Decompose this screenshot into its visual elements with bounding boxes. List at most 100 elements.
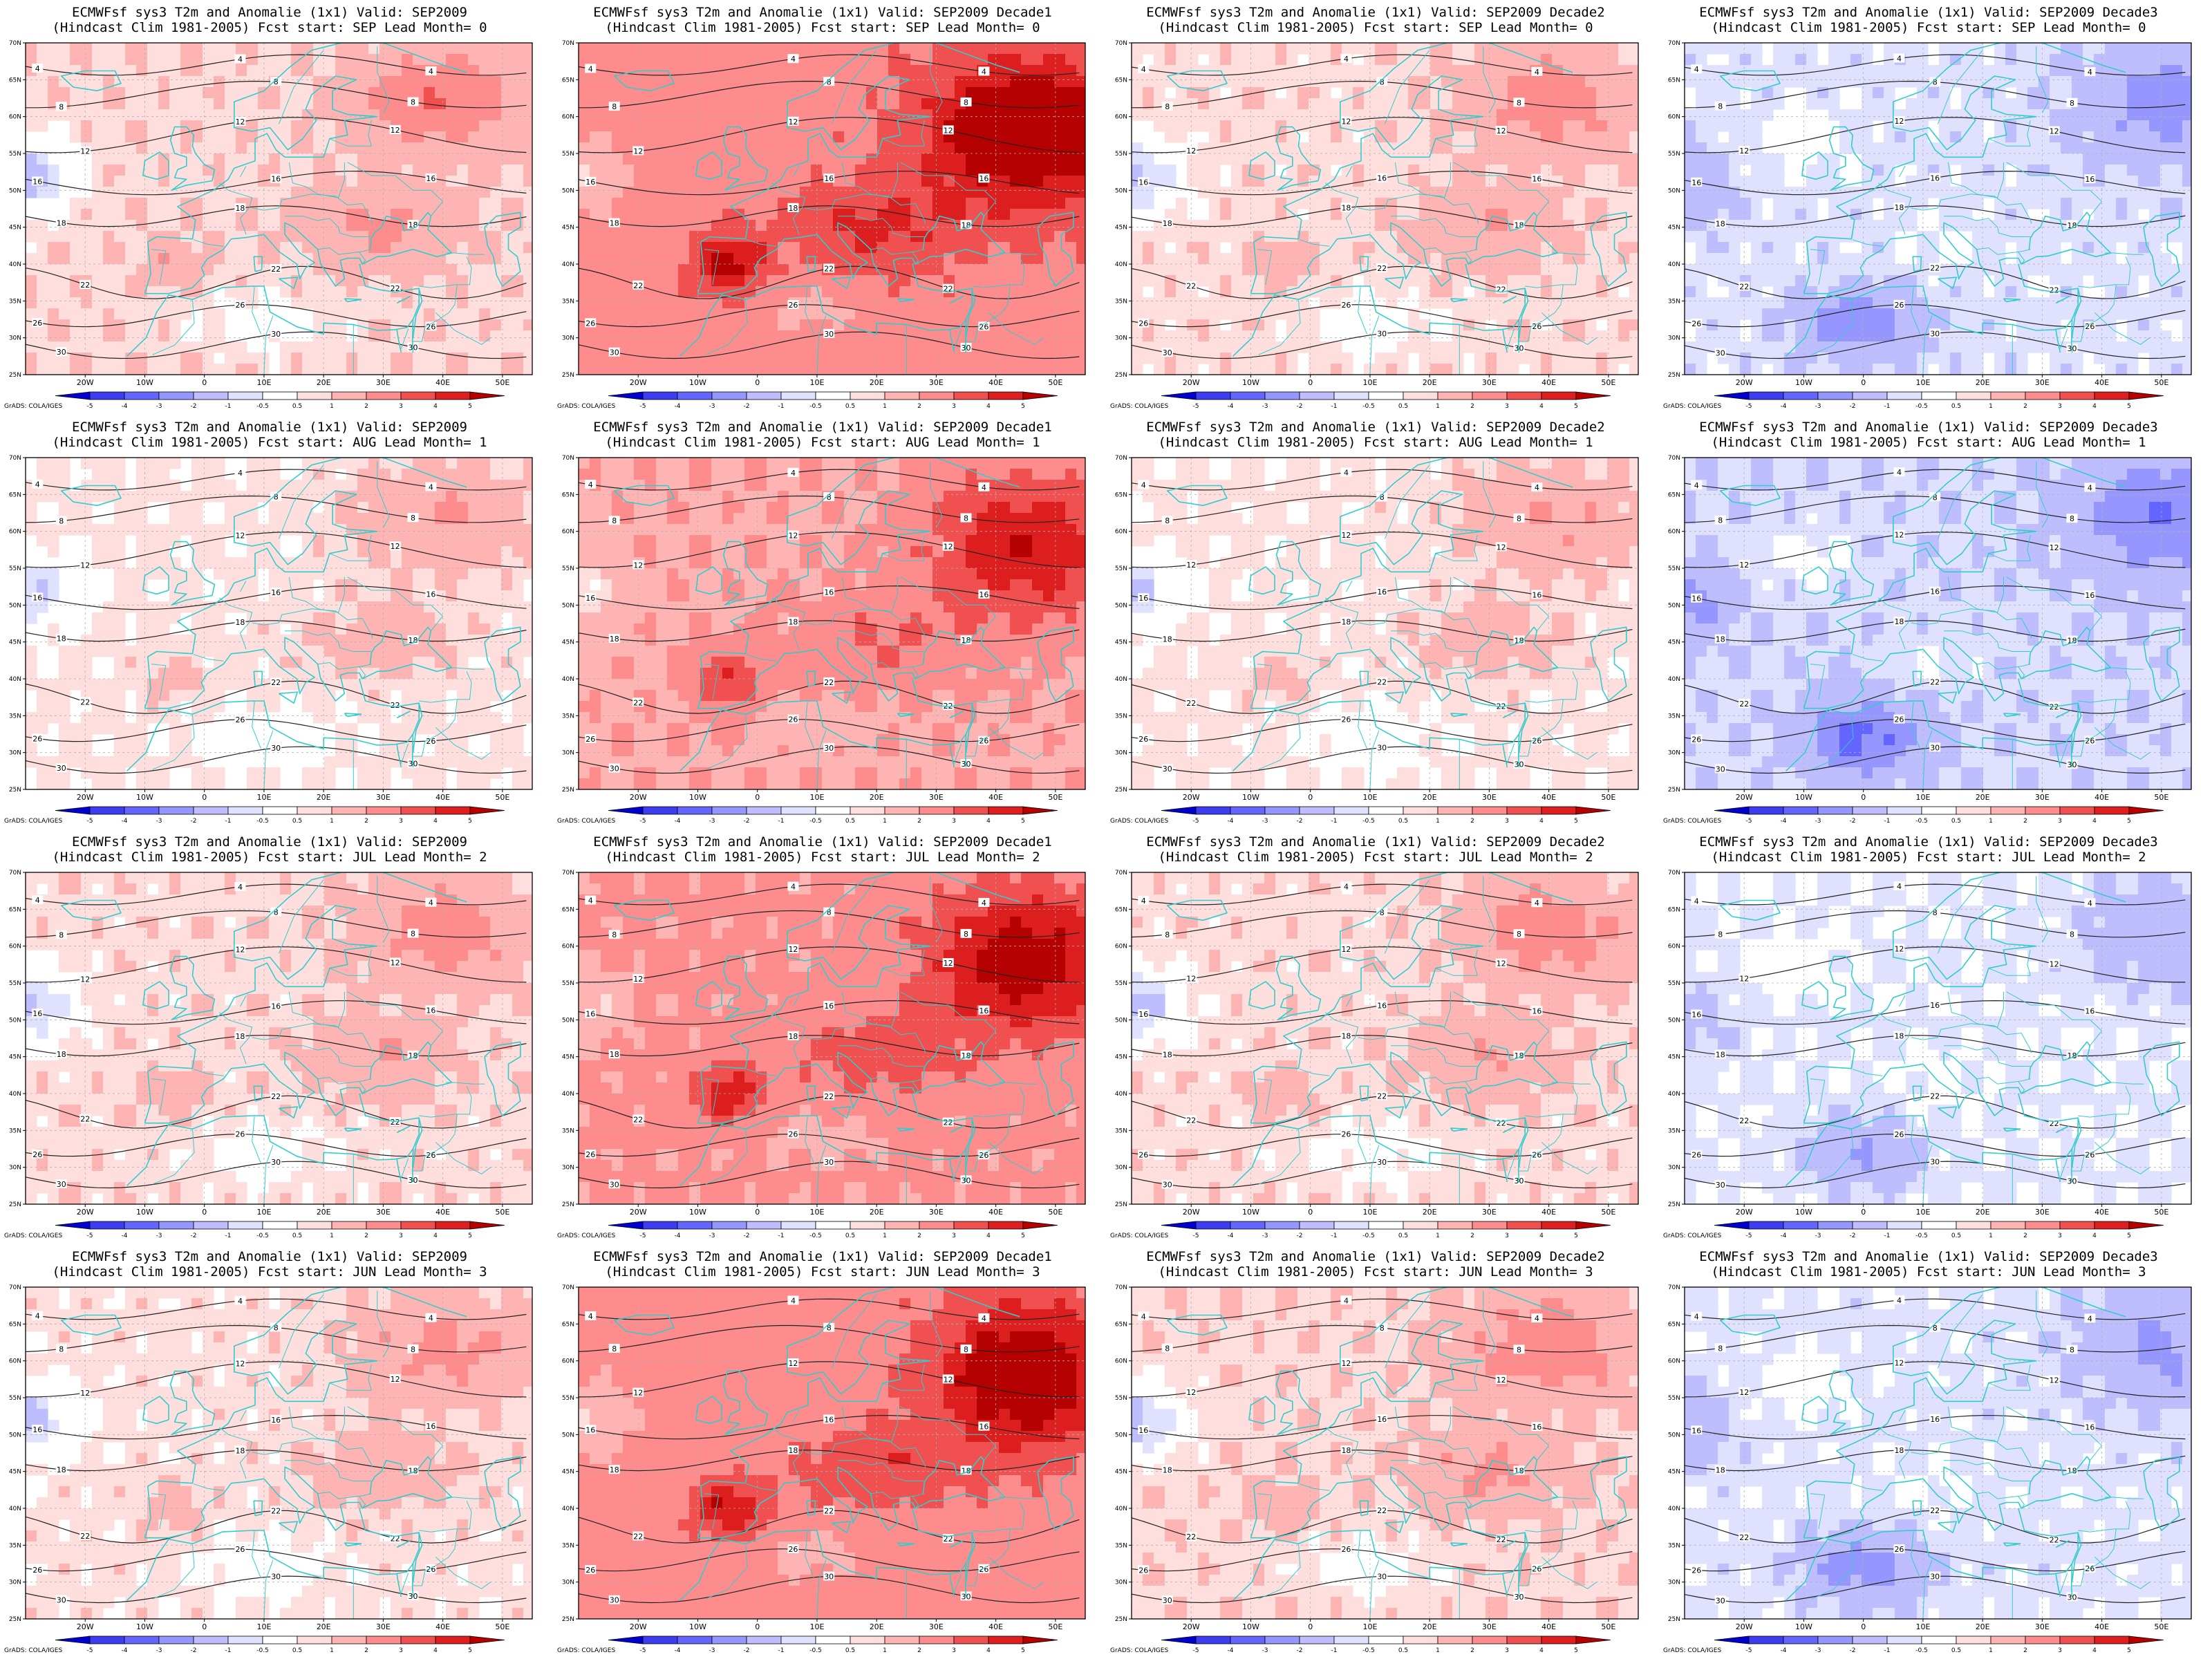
lat-tick-label: 35N [562, 1542, 574, 1549]
country-border [1453, 991, 1550, 1047]
lon-tick-label: 50E [1601, 378, 1615, 387]
contour-label-bg [1531, 1313, 1543, 1323]
map-frame [1131, 1286, 1639, 1620]
contour-label-bg [1513, 97, 1525, 107]
anomaly-field: 4448881212121616161818182222222626263030… [1132, 1287, 1638, 1619]
colorbar-swatch [55, 806, 91, 815]
colorbar-label: 4 [1539, 403, 1544, 410]
lon-tick-label: 50E [2154, 793, 2168, 802]
colorbar-label: -2 [1297, 1647, 1303, 1654]
country-border [1988, 949, 2031, 976]
contour-label: 30 [57, 1595, 66, 1604]
isotherm-line [579, 1035, 1080, 1057]
contour-label-bg [2048, 126, 2060, 135]
coastline [60, 70, 122, 92]
contour-label-bg [1376, 587, 1388, 597]
colorbar-swatch [297, 1635, 332, 1644]
contour-label-bg [1929, 1000, 1941, 1010]
lon-tick-label: 10W [1795, 793, 1812, 802]
country-border [1465, 252, 1472, 265]
country-border [194, 239, 224, 247]
country-border [1877, 597, 1912, 650]
map-figure: ECMWFsf sys3 T2m and Anomalie (1x1) Vali… [4, 834, 533, 1239]
colorbar-label: -5 [640, 1647, 646, 1654]
contour-label-bg [585, 592, 597, 602]
lat-tick-label: 55N [1115, 565, 1127, 572]
country-border [2018, 666, 2025, 679]
country-border [1944, 1460, 2031, 1481]
contour-label-bg [1340, 203, 1352, 212]
coastline [897, 1542, 915, 1547]
contour-label-bg [1929, 173, 1941, 182]
lon-tick-label: 20E [1423, 378, 1437, 387]
colorbar-swatch [2128, 806, 2164, 815]
colorbar-swatch [608, 391, 644, 400]
contour-label: 4 [1897, 468, 1902, 477]
contour-label: 26 [788, 1130, 798, 1139]
lon-tick-label: 10W [689, 793, 706, 802]
colorbar-swatch [1783, 1635, 1819, 1644]
country-border [1911, 1438, 2032, 1468]
forecast-panel: ECMWFsf sys3 T2m and Anomalie (1x1) Vali… [553, 1244, 1106, 1659]
contour-label-bg [1161, 515, 1173, 525]
contour-label-bg [2066, 1344, 2078, 1354]
contour-label: 8 [274, 493, 279, 502]
lat-tick-label: 65N [9, 491, 21, 498]
contour-label: 4 [1344, 882, 1349, 891]
lat-tick-label: 25N [562, 1201, 574, 1208]
coastline [1250, 222, 1558, 294]
lat-tick-label: 60N [1668, 944, 1680, 950]
map-figure: ECMWFsf sys3 T2m and Anomalie (1x1) Vali… [1110, 834, 1639, 1239]
borders [704, 46, 1044, 375]
contour-label: 30 [610, 1180, 619, 1189]
contour-label-bg [942, 1374, 954, 1384]
isotherm-line [579, 1134, 1080, 1157]
contour-label: 8 [59, 930, 64, 939]
country-border [999, 252, 1038, 255]
colorbar-swatch [1921, 391, 1957, 400]
coastline [1248, 1396, 1275, 1425]
lon-tick-label: 10W [136, 1208, 153, 1217]
contour-label-bg [1738, 1532, 1750, 1541]
contour-label-bg [32, 895, 44, 905]
lat-tick-label: 30N [1668, 750, 1680, 757]
contour-label: 16 [1138, 1010, 1148, 1019]
lon-tick-label: 10E [256, 1622, 271, 1631]
country-border [1922, 730, 1933, 789]
lon-tick-label: 10E [1362, 1208, 1377, 1217]
lon-tick-label: 20E [870, 378, 884, 387]
map-figure: ECMWFsf sys3 T2m and Anomalie (1x1) Vali… [1663, 834, 2192, 1239]
forecast-panel: ECMWFsf sys3 T2m and Anomalie (1x1) Vali… [1659, 0, 2212, 415]
contour-label-bg [1376, 263, 1388, 273]
colorbar-swatch [608, 806, 644, 815]
coastline [949, 744, 955, 768]
contour-label-bg [823, 1322, 835, 1332]
contour-label: 18 [610, 635, 619, 644]
colorbar-label: 3 [399, 403, 403, 410]
map-figure: ECMWFsf sys3 T2m and Anomalie (1x1) Vali… [1110, 1249, 1639, 1654]
isotherm-line [1685, 1361, 2186, 1398]
coastline [142, 151, 169, 180]
map-frame [1684, 872, 2192, 1205]
isotherm-line [1685, 1035, 2186, 1057]
colorbar-label: -0.5 [1362, 1232, 1375, 1239]
coastline [1232, 1508, 1526, 1601]
country-border [1938, 1294, 1983, 1369]
country-border [930, 1291, 943, 1358]
contour-label-bg [1185, 281, 1197, 290]
contour-label-bg [2084, 898, 2096, 908]
contour-label: 22 [80, 1115, 90, 1124]
contour-label-bg [79, 279, 91, 289]
colorbar-label: -3 [1815, 403, 1821, 410]
lat-tick-label: 40N [1668, 1091, 1680, 1098]
contour-label: 26 [1138, 735, 1148, 744]
map-figure: ECMWFsf sys3 T2m and Anomalie (1x1) Vali… [557, 834, 1086, 1239]
colorbar-label: 5 [1574, 818, 1578, 825]
contour-label: 26 [32, 1150, 42, 1159]
country-border [252, 702, 262, 749]
country-border [1258, 300, 1301, 355]
colorbar-label: -2 [744, 1647, 750, 1654]
contour-label-bg [608, 763, 620, 773]
colorbar-label: 0.5 [1951, 1232, 1961, 1239]
